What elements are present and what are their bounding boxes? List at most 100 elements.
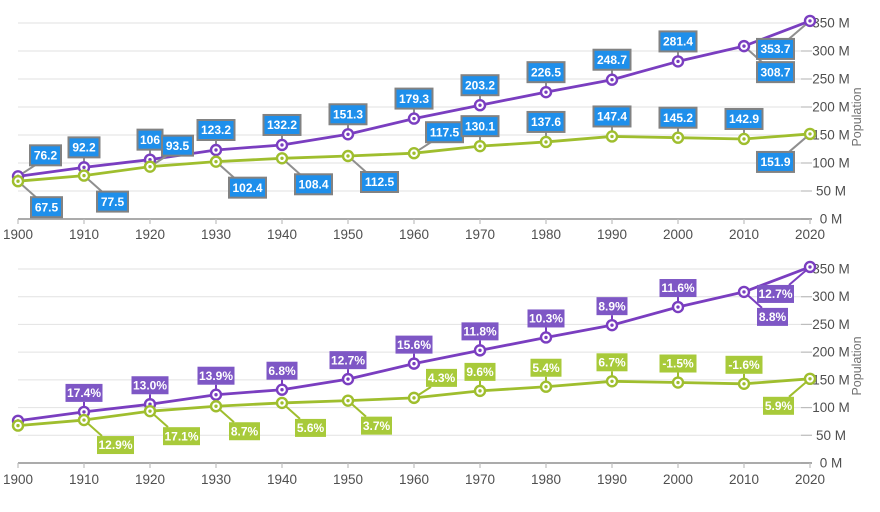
data-label-box xyxy=(757,307,788,326)
data-label: 92.2 xyxy=(72,141,96,155)
y-axis-tick-label: 350 M xyxy=(812,262,850,277)
y-axis-tick-label: 150 M xyxy=(812,372,850,387)
x-axis-tick-label: 1980 xyxy=(531,227,561,242)
data-label-box xyxy=(65,383,103,402)
data-label: 203.2 xyxy=(465,78,495,92)
x-axis-tick-label: 1920 xyxy=(135,227,165,242)
data-point-marker-dot xyxy=(676,305,680,309)
data-label-box xyxy=(262,113,302,136)
data-label-box xyxy=(161,134,194,157)
data-point-marker-dot xyxy=(346,377,350,381)
y-axis-tick-label: 200 M xyxy=(812,100,850,115)
data-label-box xyxy=(229,422,260,441)
data-point-marker-dot xyxy=(676,59,680,64)
data-point-marker-dot xyxy=(148,157,152,162)
data-label-box xyxy=(724,107,764,130)
data-label-box xyxy=(266,361,298,380)
x-axis-tick-label: 1980 xyxy=(531,472,561,487)
data-label-box xyxy=(592,105,632,128)
data-point-marker-dot xyxy=(610,323,614,327)
data-label: 76.2 xyxy=(34,149,58,163)
data-point-marker-dot xyxy=(808,377,812,381)
data-label: 8.9% xyxy=(598,299,626,313)
data-label-box xyxy=(163,427,200,446)
data-point-marker-dot xyxy=(412,361,416,366)
data-label-box xyxy=(725,355,763,374)
y-axis-tick-label: 50 M xyxy=(816,184,846,199)
data-label: 15.6% xyxy=(397,338,431,352)
data-label: 248.7 xyxy=(597,53,627,67)
data-point-marker-dot xyxy=(346,154,350,158)
data-point-marker-dot xyxy=(280,156,284,160)
data-point-marker-dot xyxy=(280,401,284,405)
data-point-marker-dot xyxy=(742,137,746,141)
data-point-marker-dot xyxy=(16,179,20,183)
data-label: 102.4 xyxy=(232,181,262,195)
data-point-marker-dot xyxy=(610,78,614,82)
data-label: 106 xyxy=(140,133,160,147)
data-label: 8.7% xyxy=(231,424,259,438)
data-label: 8.8% xyxy=(759,310,787,324)
data-label: 67.5 xyxy=(35,200,59,214)
data-label-box xyxy=(659,279,697,298)
data-point-marker-dot xyxy=(412,396,416,400)
data-label-box xyxy=(659,354,697,373)
data-label-box xyxy=(460,115,500,138)
x-axis-tick-label: 1900 xyxy=(3,472,33,487)
data-label: 142.9 xyxy=(729,112,759,126)
data-label: 151.9 xyxy=(760,155,790,169)
y-axis-tick-label: 350 M xyxy=(812,16,850,31)
data-label-box xyxy=(30,196,63,219)
data-label-box xyxy=(394,87,434,110)
data-point-marker-dot xyxy=(82,165,86,170)
data-point-marker-dot xyxy=(214,148,218,152)
data-point-marker-dot xyxy=(346,132,350,136)
data-label: 132.2 xyxy=(267,118,297,132)
data-label-box xyxy=(426,368,457,387)
data-label-box xyxy=(757,284,794,303)
data-point-marker-dot xyxy=(280,388,284,392)
x-axis-tick-label: 1930 xyxy=(201,472,231,487)
data-label: 179.3 xyxy=(399,92,429,106)
data-point-marker-dot xyxy=(742,44,746,48)
x-axis-tick-label: 2000 xyxy=(663,472,693,487)
x-axis-tick-label: 2020 xyxy=(795,472,825,487)
data-label: 12.9% xyxy=(98,438,132,452)
data-label: 13.9% xyxy=(199,369,233,383)
data-label: -1.5% xyxy=(662,357,694,371)
x-axis-tick-label: 1990 xyxy=(597,227,627,242)
data-label: 6.8% xyxy=(268,364,296,378)
data-label-box xyxy=(763,396,794,415)
data-point-marker-dot xyxy=(478,144,482,148)
data-label: 112.5 xyxy=(365,175,395,189)
data-label-box xyxy=(530,358,562,377)
data-label: 10.3% xyxy=(529,312,563,326)
x-axis-tick-label: 1920 xyxy=(135,472,165,487)
data-label-box xyxy=(131,376,169,395)
data-label: 151.3 xyxy=(333,107,363,121)
data-point-marker-dot xyxy=(676,135,680,140)
x-axis-tick-label: 1910 xyxy=(69,227,99,242)
data-point-marker-dot xyxy=(412,116,416,121)
data-point-marker-dot xyxy=(478,103,482,107)
data-label: 108.4 xyxy=(298,177,328,191)
data-point-marker-dot xyxy=(478,348,482,353)
data-label: 11.6% xyxy=(661,281,695,295)
data-label: 4.3% xyxy=(428,371,456,385)
data-label-box xyxy=(756,37,795,60)
data-label-box xyxy=(464,362,496,381)
data-label-box xyxy=(96,190,129,213)
x-axis-tick-label: 1990 xyxy=(597,472,627,487)
data-label: 137.6 xyxy=(531,115,561,129)
data-point-marker-dot xyxy=(808,19,812,23)
y-axis-tick-label: 100 M xyxy=(812,400,850,415)
data-label-box xyxy=(596,297,628,316)
y-axis-tick-label: 100 M xyxy=(812,156,850,171)
data-label: 17.4% xyxy=(67,386,101,400)
data-point-marker-dot xyxy=(82,410,86,414)
data-label: 281.4 xyxy=(663,35,693,49)
data-label-box xyxy=(526,61,566,84)
data-label: 12.7% xyxy=(758,287,792,301)
data-label: 145.2 xyxy=(663,111,693,125)
